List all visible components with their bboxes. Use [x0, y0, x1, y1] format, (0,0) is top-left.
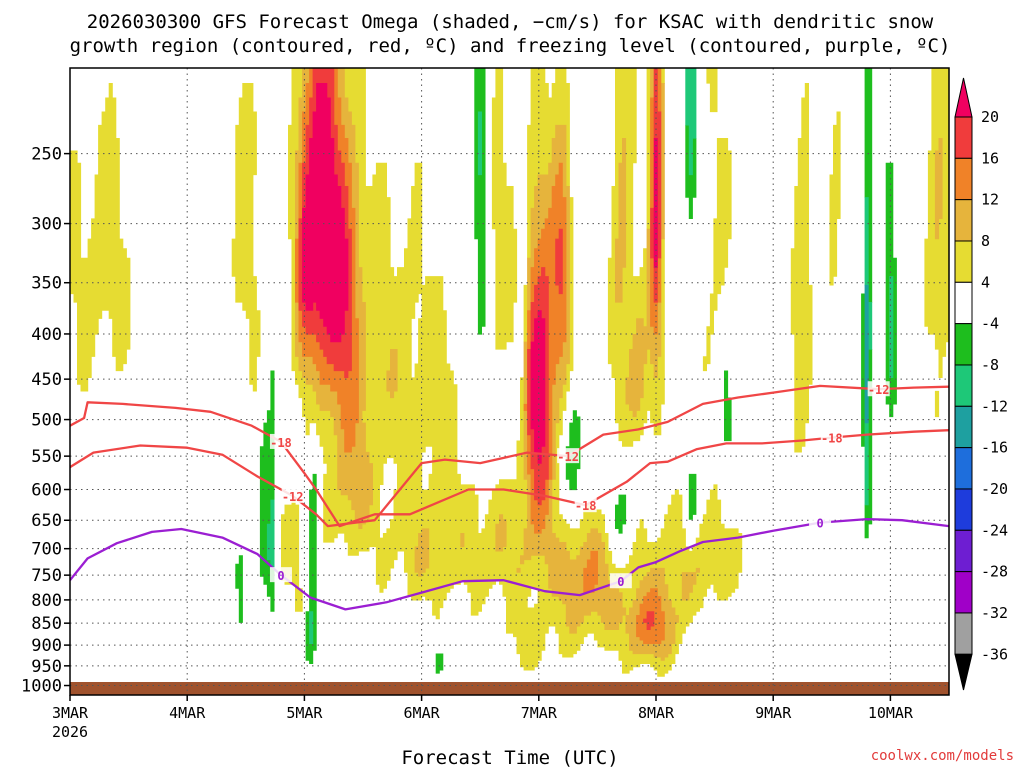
x-tick-label-6MAR: 6MAR [404, 704, 441, 722]
colorbar-swatch-8 [954, 447, 973, 490]
y-tick-label-450: 450 [31, 370, 62, 390]
colorbar-swatch-1 [954, 157, 973, 201]
colorbar-label-10: -24 [981, 521, 1008, 539]
contour-label-1-1: -12 [557, 450, 579, 464]
x-tick-label-10MAR: 10MAR [868, 704, 914, 722]
colorbar-bottom-arrow [954, 653, 973, 691]
x-tick-label-5MAR: 5MAR [286, 704, 323, 722]
colorbar-label-3: 8 [981, 232, 990, 250]
y-tick-label-650: 650 [31, 511, 62, 531]
y-tick-label-350: 350 [31, 274, 62, 294]
x-tick-label-9MAR: 9MAR [755, 704, 792, 722]
omega-shade-0 [70, 68, 949, 677]
y-tick-label-1000: 1000 [21, 677, 62, 697]
contour-label-bg-0-2 [820, 429, 843, 445]
colorbar-legend: 20 16 12 8 4 -4 -8 -12 -16 -20 -24 -28 -32 -36 [954, 77, 1008, 691]
y-tick-label-800: 800 [31, 591, 62, 611]
contour-label-2-1: 0 [617, 575, 624, 589]
colorbar-label-9: -20 [981, 480, 1008, 498]
contour-label-bg-2-0 [269, 567, 292, 583]
colorbar-label-4: 4 [981, 273, 990, 291]
contour-label-bg-1-0 [281, 487, 304, 503]
colorbar-top-arrow [954, 77, 973, 118]
x-tick-label-8MAR: 8MAR [638, 704, 675, 722]
y-tick-label-750: 750 [31, 566, 62, 586]
contour-label-1-0: -12 [282, 490, 304, 504]
contour-label-0-2: -18 [821, 432, 843, 446]
colorbar-swatch-7 [954, 405, 973, 449]
y-tick-label-950: 950 [31, 657, 62, 677]
colorbar-label-5: -4 [981, 315, 999, 333]
colorbar-swatch-11 [954, 571, 973, 614]
chart-title-line2: growth region (contoured, red, ºC) and f… [70, 35, 951, 57]
ground-surface-band [70, 682, 949, 695]
colorbar-label-13: -36 [981, 645, 1008, 663]
contour-line-2 [70, 517, 949, 611]
colorbar-swatch-4 [954, 281, 973, 325]
colorbar-label-7: -12 [981, 397, 1008, 415]
contour-label-bg-2-1 [609, 573, 632, 589]
colorbar-label-12: -32 [981, 604, 1008, 622]
y-tick-label-700: 700 [31, 540, 62, 560]
plot-frame [69, 67, 950, 696]
y-tick-label-500: 500 [31, 411, 62, 431]
colorbar-swatch-12 [954, 612, 973, 655]
x-tick-label-7MAR: 7MAR [521, 704, 558, 722]
contour-label-bg-0-0 [269, 433, 292, 449]
y-tick-label-900: 900 [31, 636, 62, 656]
x-axis-title: Forecast Time (UTC) [401, 747, 618, 768]
grid-lines [70, 68, 949, 695]
contour-line-1 [70, 384, 949, 528]
contour-label-bg-0-1 [574, 497, 597, 513]
colorbar-swatch-9 [954, 488, 973, 531]
colorbar-label-1: 16 [981, 149, 999, 167]
credit-text: coolwx.com/models [871, 748, 1014, 764]
y-tick-label-550: 550 [31, 447, 62, 467]
colorbar-label-11: -28 [981, 563, 1008, 581]
colorbar-swatch-0 [954, 116, 973, 159]
colorbar-label-8: -16 [981, 439, 1008, 457]
colorbar-label-2: 12 [981, 191, 999, 209]
y-tick-label-600: 600 [31, 481, 62, 501]
colorbar-label-6: -8 [981, 356, 999, 374]
omega-shade-3 [295, 68, 943, 661]
contour-label-bg-1-1 [557, 448, 580, 464]
x-axis: 3MAR 4MAR 5MAR 6MAR 7MAR 8MAR 9MAR 10MAR 2026 [52, 695, 914, 741]
chart-title-line1: 2026030300 GFS Forecast Omega (shaded, −… [87, 11, 934, 33]
contour-lines: -18 -18 -18 -12 -12 -12 0 0 0 [70, 381, 949, 611]
y-axis: 2503003504004505005506006507007508008509… [21, 145, 70, 697]
x-tick-label-4MAR: 4MAR [169, 704, 206, 722]
colorbar-swatch-10 [954, 529, 973, 573]
contour-label-1-2: -12 [868, 383, 890, 397]
contour-label-2-0: 0 [277, 569, 284, 583]
y-tick-label-250: 250 [31, 145, 62, 165]
y-tick-label-400: 400 [31, 325, 62, 345]
colorbar-swatch-5 [954, 323, 973, 366]
contour-label-bg-2-2 [809, 514, 832, 530]
contour-label-2-2: 0 [816, 517, 823, 531]
y-tick-label-300: 300 [31, 215, 62, 235]
omega-shade-7 [864, 284, 869, 424]
x-tick-year-label: 2026 [52, 723, 88, 741]
contour-label-0-1: -18 [575, 499, 597, 513]
y-tick-label-850: 850 [31, 614, 62, 634]
colorbar-swatch-3 [954, 240, 973, 283]
x-tick-label-3MAR: 3MAR [52, 704, 89, 722]
colorbar-label-0: 20 [981, 108, 999, 126]
contour-label-0-0: -18 [270, 436, 292, 450]
colorbar-swatch-2 [954, 199, 973, 242]
contour-line-0 [70, 401, 949, 528]
contour-label-bg-1-2 [867, 381, 890, 397]
colorbar-swatch-6 [954, 364, 973, 407]
